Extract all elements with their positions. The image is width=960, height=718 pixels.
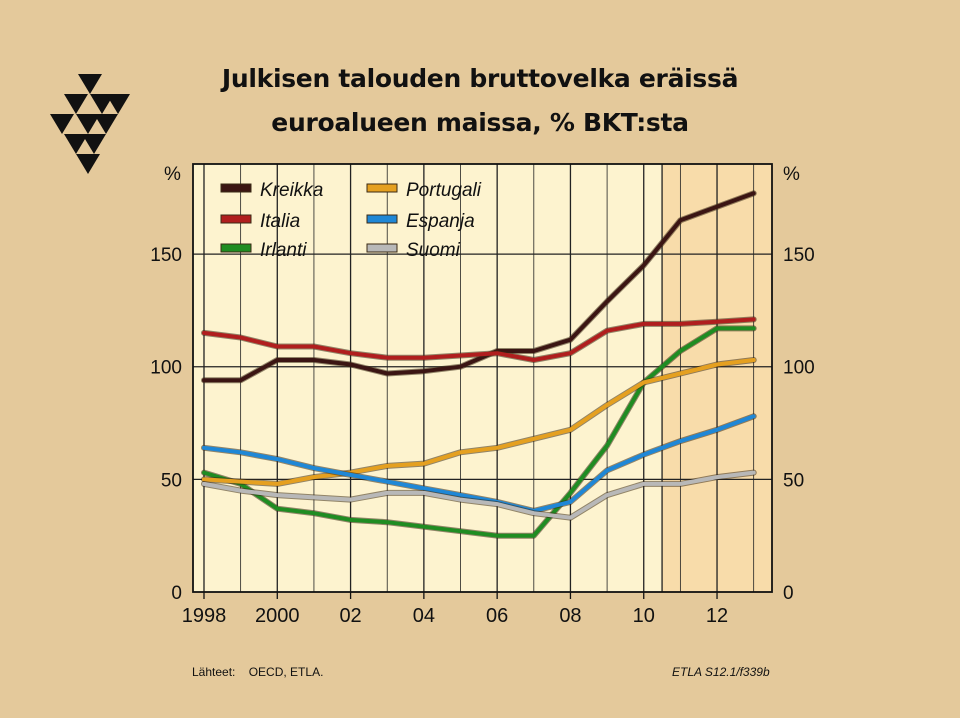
sources-note: Lähteet: OECD, ETLA. bbox=[192, 665, 323, 679]
legend-swatch-portugali bbox=[366, 183, 398, 193]
y-tick-label-right: 0 bbox=[783, 583, 794, 604]
x-tick-label: 04 bbox=[413, 605, 435, 627]
y-tick-label-left: 0 bbox=[171, 583, 182, 604]
legend-swatch-suomi bbox=[366, 243, 398, 253]
series-line-espanja bbox=[202, 414, 756, 513]
chart-title-line1: Julkisen talouden bruttovelka eräissä bbox=[221, 64, 739, 93]
legend-swatch-espanja bbox=[366, 214, 398, 224]
legend-label-suomi: Suomi bbox=[406, 240, 461, 261]
series-line-italia bbox=[202, 317, 756, 362]
etla-logo bbox=[50, 74, 130, 174]
y-tick-label-left: 150 bbox=[150, 245, 182, 266]
legend-label-espanja: Espanja bbox=[406, 211, 475, 232]
x-tick-label: 06 bbox=[486, 605, 508, 627]
chart-code: ETLA S12.1/f339b bbox=[672, 665, 770, 679]
y-tick-label-right: 50 bbox=[783, 470, 804, 491]
y-tick-label-right: 150 bbox=[783, 245, 815, 266]
sources-label: Lähteet: bbox=[192, 665, 236, 679]
y-unit-right: % bbox=[783, 164, 800, 185]
series-line-irlanti bbox=[202, 326, 756, 538]
legend-label-irlanti: Irlanti bbox=[260, 240, 307, 261]
series-line-suomi bbox=[202, 470, 756, 520]
legend-label-portugali: Portugali bbox=[406, 180, 482, 201]
series-line-portugali bbox=[202, 358, 756, 486]
x-tick-label: 1998 bbox=[182, 605, 227, 627]
y-unit-left: % bbox=[164, 164, 181, 185]
y-tick-label-left: 100 bbox=[150, 358, 182, 379]
x-tick-label: 2000 bbox=[255, 605, 300, 627]
x-tick-label: 08 bbox=[559, 605, 581, 627]
legend-swatch-kreikka bbox=[220, 183, 252, 193]
x-tick-label: 12 bbox=[706, 605, 728, 627]
y-tick-label-left: 50 bbox=[161, 470, 182, 491]
series-line-kreikka bbox=[202, 191, 756, 383]
y-tick-label-right: 100 bbox=[783, 358, 815, 379]
sources-text: OECD, ETLA. bbox=[248, 665, 324, 679]
legend-swatch-irlanti bbox=[220, 243, 252, 253]
legend-label-italia: Italia bbox=[260, 211, 300, 232]
legend-swatch-italia bbox=[220, 214, 252, 224]
chart-title-line2: euroalueen maissa, % BKT:sta bbox=[271, 108, 689, 137]
plot-frame bbox=[192, 163, 773, 593]
x-tick-label: 10 bbox=[633, 605, 655, 627]
legend-label-kreikka: Kreikka bbox=[260, 180, 323, 201]
x-tick-label: 02 bbox=[339, 605, 361, 627]
